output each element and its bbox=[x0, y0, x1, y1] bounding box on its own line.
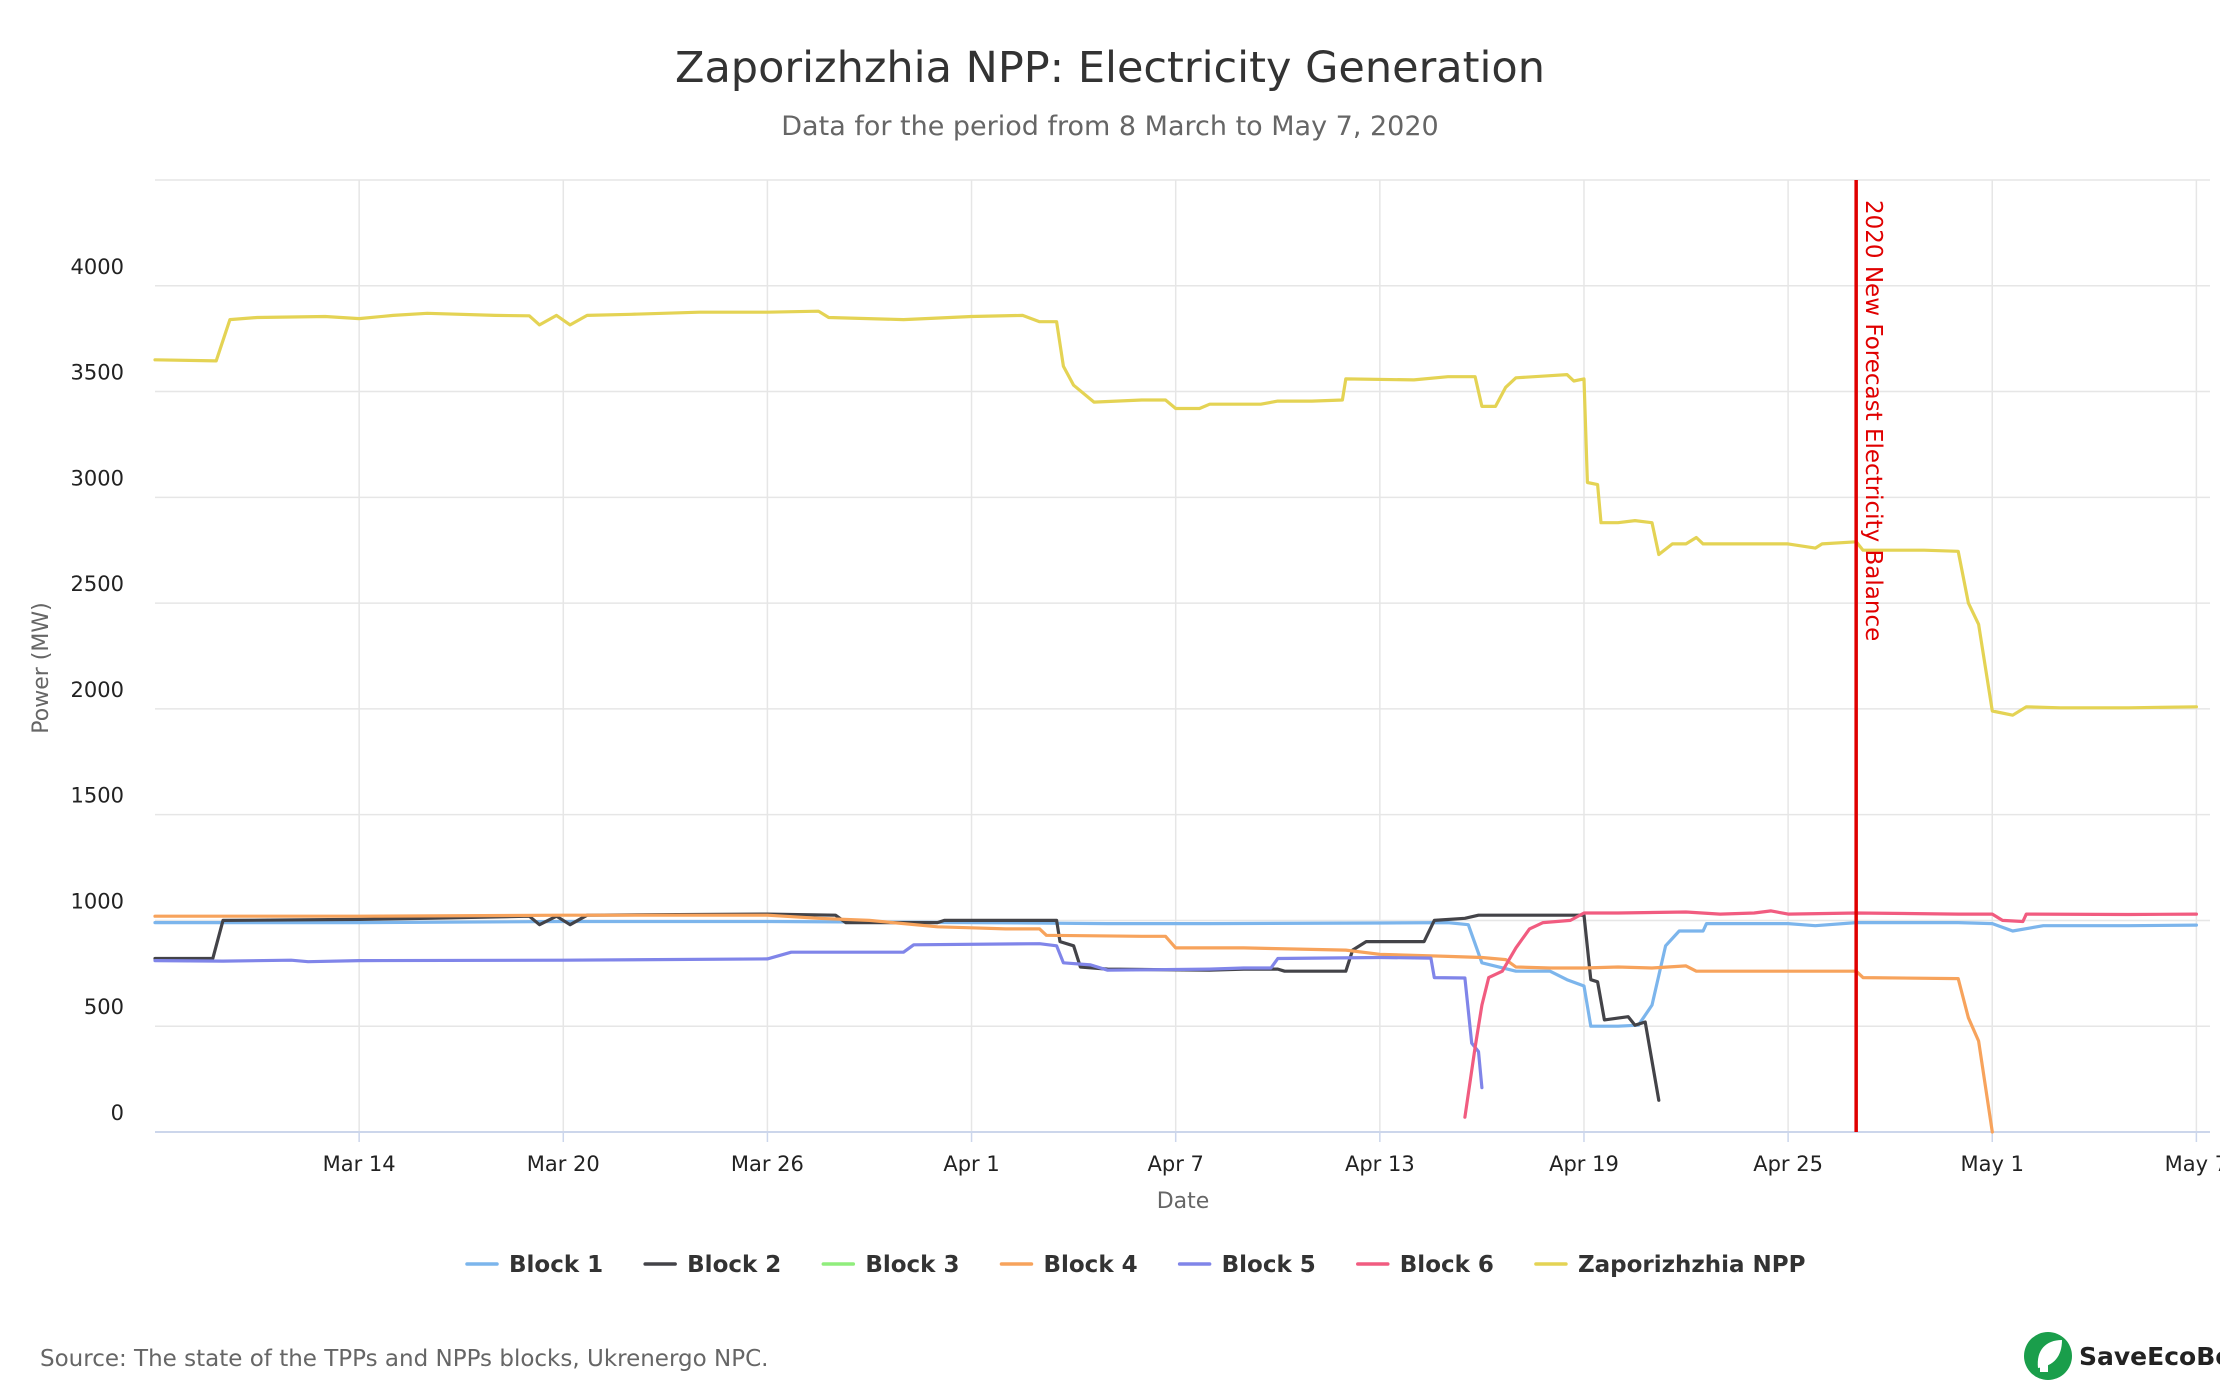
leaf-shape bbox=[2037, 1340, 2062, 1368]
y-tick-label: 0 bbox=[111, 1101, 124, 1125]
series-line-zaporizhzhia-npp[interactable] bbox=[153, 309, 2198, 717]
x-tick-label: Apr 19 bbox=[1549, 1152, 1619, 1176]
y-tick-label: 2000 bbox=[71, 678, 124, 702]
y-axis-title: Power (MW) bbox=[29, 602, 54, 733]
x-tick-label: Apr 7 bbox=[1148, 1152, 1204, 1176]
y-tick-label: 3500 bbox=[71, 361, 124, 385]
brand-name: SaveEcoBot bbox=[2079, 1342, 2220, 1371]
series-line-block-4[interactable] bbox=[153, 913, 1994, 1134]
y-tick-label: 500 bbox=[84, 995, 124, 1019]
legend-item-block-3[interactable]: Block 3 bbox=[821, 1252, 959, 1278]
legend-label: Block 4 bbox=[1043, 1252, 1137, 1278]
legend-label: Block 1 bbox=[509, 1252, 603, 1278]
series-line-block-1[interactable] bbox=[153, 919, 2198, 1028]
grid bbox=[155, 179, 2210, 1133]
y-tick-label: 4000 bbox=[71, 255, 124, 279]
brand-logo[interactable]: SaveEcoBot bbox=[2024, 1332, 2220, 1380]
x-tick-label: Apr 1 bbox=[943, 1152, 999, 1176]
x-tick-label: Apr 13 bbox=[1345, 1152, 1415, 1176]
series-line-block-6[interactable] bbox=[1463, 909, 2198, 1119]
y-tick-label: 1000 bbox=[71, 889, 124, 913]
legend-label: Block 6 bbox=[1400, 1252, 1494, 1278]
x-axis-ticks: Mar 14 Mar 20 Mar 26 Apr 1 Apr 7 Apr 13 Apr 19… bbox=[155, 1131, 2220, 1176]
annotation-label: 2020 New Forecast Electricity Balance bbox=[1860, 200, 1886, 641]
x-tick-label: May 7 bbox=[2165, 1152, 2220, 1176]
y-tick-label: 3000 bbox=[71, 466, 124, 490]
legend[interactable]: Block 1 Block 2 Block 3 Block 4 Block 5 Block… bbox=[465, 1252, 1806, 1278]
plug-shape bbox=[2040, 1362, 2048, 1372]
chart-subtitle: Data for the period from 8 March to May … bbox=[781, 111, 1438, 142]
series-line-block-5[interactable] bbox=[153, 942, 1484, 1090]
legend-item-block-4[interactable]: Block 4 bbox=[999, 1252, 1138, 1278]
annotations: 2020 New Forecast Electricity Balance bbox=[1854, 180, 1886, 1132]
legend-item-block-1[interactable]: Block 1 bbox=[465, 1252, 603, 1278]
legend-item-block-6[interactable]: Block 6 bbox=[1356, 1252, 1494, 1278]
y-tick-label: 1500 bbox=[71, 784, 124, 808]
legend-label: Block 5 bbox=[1222, 1252, 1316, 1278]
legend-label: Block 3 bbox=[865, 1252, 959, 1278]
x-tick-label: Apr 25 bbox=[1753, 1152, 1823, 1176]
series-lines bbox=[153, 309, 2198, 1134]
x-tick-label: Mar 20 bbox=[527, 1152, 600, 1176]
series-line-block-2[interactable] bbox=[153, 912, 1661, 1102]
y-axis-ticks: 0 500 1000 1500 2000 2500 3000 3500 4000 bbox=[71, 255, 124, 1125]
legend-item-zaporizhzhia-npp[interactable]: Zaporizhzhia NPP bbox=[1534, 1252, 1806, 1278]
x-tick-label: May 1 bbox=[1961, 1152, 2024, 1176]
source-note: Source: The state of the TPPs and NPPs b… bbox=[40, 1346, 768, 1372]
chart-title: Zaporizhzhia NPP: Electricity Generation bbox=[675, 43, 1545, 93]
legend-item-block-5[interactable]: Block 5 bbox=[1177, 1252, 1316, 1278]
legend-label: Zaporizhzhia NPP bbox=[1578, 1252, 1806, 1278]
legend-label: Block 2 bbox=[687, 1252, 781, 1278]
x-tick-label: Mar 26 bbox=[731, 1152, 804, 1176]
x-axis-title: Date bbox=[1157, 1189, 1210, 1214]
x-tick-label: Mar 14 bbox=[323, 1152, 396, 1176]
legend-item-block-2[interactable]: Block 2 bbox=[643, 1252, 781, 1278]
y-tick-label: 2500 bbox=[71, 572, 124, 596]
